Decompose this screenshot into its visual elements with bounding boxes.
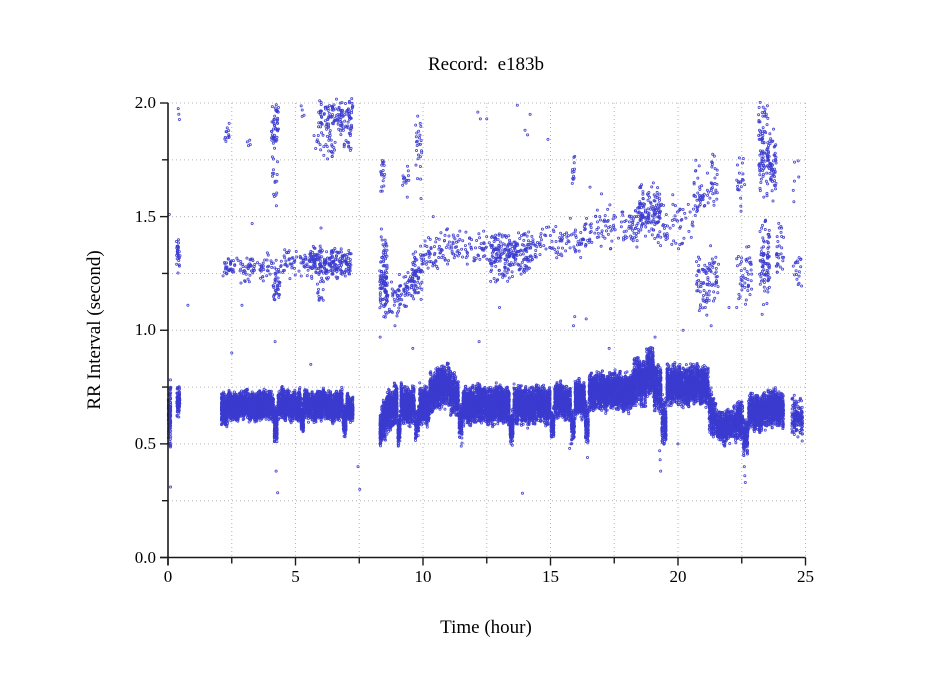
chart-title: Record: e183b xyxy=(427,54,545,75)
x-tick-label: 25 xyxy=(797,567,814,586)
x-tick-label: 0 xyxy=(163,567,173,586)
x-tick-label: 20 xyxy=(669,567,687,586)
x-tick-label: 5 xyxy=(291,567,300,586)
x-axis-label: Time (hour) xyxy=(440,617,532,638)
y-tick-label: 2.0 xyxy=(134,93,156,112)
x-tick-label: 15 xyxy=(542,567,559,586)
y-tick-label: 1.5 xyxy=(134,206,156,226)
y-tick-label: 0.0 xyxy=(134,547,156,567)
y-tick-label: 0.5 xyxy=(134,433,156,453)
x-tick-label: 10 xyxy=(414,567,432,586)
y-axis-label: RR Interval (second) xyxy=(84,250,105,410)
y-tick-label: 1.0 xyxy=(134,320,156,340)
